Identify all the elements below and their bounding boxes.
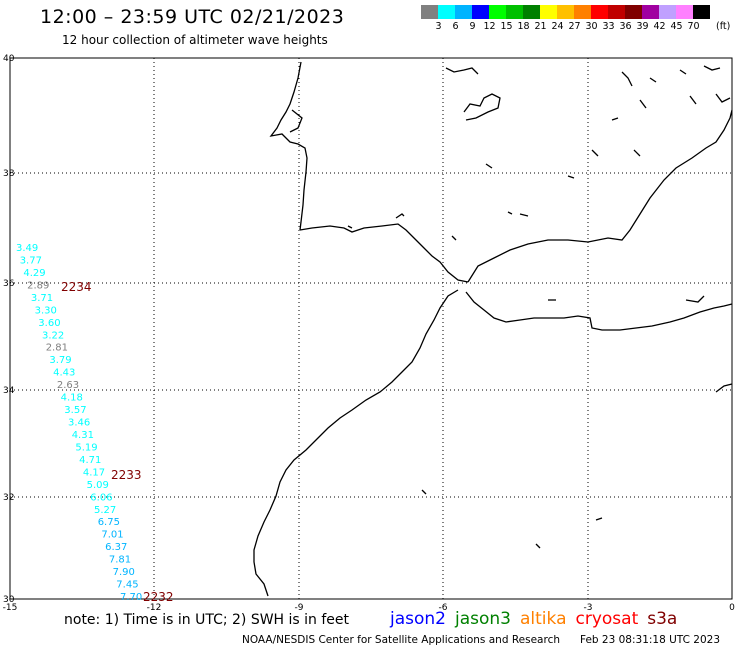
satellite-label-jason2: jason2 bbox=[390, 609, 446, 629]
wave-height-value: 7.90 bbox=[113, 567, 135, 578]
color-swatch bbox=[506, 5, 523, 19]
color-swatch bbox=[557, 5, 574, 19]
wave-height-value: 4.29 bbox=[23, 268, 45, 279]
wave-height-value: 3.22 bbox=[42, 330, 64, 341]
color-scale-labels: 3 6 9 12 15 18 21 24 27 30 33 36 39 42 45 70 bbox=[421, 21, 699, 33]
satellite-label-altika: altika bbox=[520, 609, 567, 629]
lat-label: 32 bbox=[3, 493, 14, 503]
wave-height-value: 7.45 bbox=[116, 580, 138, 591]
color-swatch bbox=[659, 5, 676, 19]
color-scale-label: 12 bbox=[483, 21, 496, 32]
color-scale-unit: (ft) bbox=[716, 21, 731, 32]
wave-height-value: 3.49 bbox=[16, 243, 38, 254]
lat-label: 36 bbox=[3, 279, 15, 289]
color-scale-label: 9 bbox=[469, 21, 476, 32]
map-frame bbox=[9, 57, 733, 600]
color-swatch bbox=[472, 5, 489, 19]
color-swatch bbox=[523, 5, 540, 19]
pass-time-label: 2233 bbox=[111, 468, 142, 482]
wave-height-value: 4.31 bbox=[72, 430, 94, 441]
altimeter-track: 3.49 3.774.292.89 3.713.30 3.603.22 2.813.79… bbox=[16, 243, 142, 603]
wave-height-value: 5.19 bbox=[75, 442, 97, 453]
wave-height-value: 5.09 bbox=[87, 480, 109, 491]
map-title: 12:00 – 23:59 UTC 02/21/2023 bbox=[40, 6, 345, 28]
credit-line: NOAA/NESDIS Center for Satellite Applica… bbox=[242, 634, 560, 646]
coastline bbox=[253, 61, 733, 597]
satellite-label-cryosat: cryosat bbox=[575, 609, 639, 629]
wave-height-value: 4.71 bbox=[79, 455, 101, 466]
lon-label: -3 bbox=[584, 603, 593, 613]
color-scale-label: 39 bbox=[636, 21, 649, 32]
lon-label: -9 bbox=[295, 603, 304, 613]
wave-height-value: 7.01 bbox=[101, 530, 123, 541]
color-swatch bbox=[421, 5, 438, 19]
map-subtitle: 12 hour collection of altimeter wave hei… bbox=[62, 33, 328, 47]
satellite-legend: jason2 jason3 altika cryosat s3a bbox=[390, 609, 686, 629]
wave-height-value: 2.89 bbox=[27, 280, 49, 291]
graticule bbox=[10, 58, 732, 599]
color-swatch bbox=[676, 5, 693, 19]
wave-height-value: 2.63 bbox=[57, 380, 79, 391]
lat-label: 34 bbox=[3, 386, 15, 396]
lat-label: 30 bbox=[3, 595, 15, 605]
color-swatch bbox=[574, 5, 591, 19]
wave-height-value: 5.27 bbox=[94, 505, 116, 516]
color-swatch bbox=[591, 5, 608, 19]
wave-height-value: 3.30 bbox=[35, 305, 57, 316]
wave-height-value: 7.70 bbox=[120, 592, 142, 603]
wave-height-value: 4.43 bbox=[53, 368, 75, 379]
wave-height-value: 2.81 bbox=[46, 343, 68, 354]
lat-label: 38 bbox=[3, 169, 15, 179]
color-scale-bar bbox=[421, 5, 710, 19]
color-scale-label: 33 bbox=[602, 21, 615, 32]
wave-height-value: 3.71 bbox=[31, 293, 53, 304]
wave-height-value: 4.18 bbox=[61, 393, 83, 404]
wave-height-value: 6.06 bbox=[90, 492, 112, 503]
color-scale-label: 45 bbox=[670, 21, 683, 32]
color-scale-label: 18 bbox=[517, 21, 530, 32]
lon-label: 0 bbox=[729, 603, 735, 613]
color-scale-label: 70 bbox=[687, 21, 700, 32]
color-swatch bbox=[608, 5, 625, 19]
color-scale-label: 3 bbox=[435, 21, 442, 32]
pass-time-label: 2232 bbox=[143, 590, 174, 604]
color-scale-label: 30 bbox=[585, 21, 598, 32]
lat-label: 40 bbox=[3, 54, 15, 64]
wave-height-value: 3.77 bbox=[20, 256, 42, 267]
wave-height-value: 6.75 bbox=[98, 517, 120, 528]
generated-timestamp: Feb 23 08:31:18 UTC 2023 bbox=[580, 634, 720, 646]
wave-height-value: 3.46 bbox=[68, 418, 90, 429]
color-swatch bbox=[438, 5, 455, 19]
wave-height-value: 6.37 bbox=[105, 542, 127, 553]
color-scale-label: 36 bbox=[619, 21, 632, 32]
lon-label: -12 bbox=[147, 603, 162, 613]
color-swatch bbox=[540, 5, 557, 19]
wave-height-value: 4.17 bbox=[83, 467, 105, 478]
color-scale-label: 15 bbox=[500, 21, 513, 32]
color-swatch bbox=[693, 5, 710, 19]
wave-height-value: 7.81 bbox=[109, 555, 131, 566]
color-swatch bbox=[642, 5, 659, 19]
color-scale-label: 24 bbox=[551, 21, 564, 32]
lon-label: -6 bbox=[439, 603, 448, 613]
color-swatch bbox=[489, 5, 506, 19]
longitude-labels: -15 -12 -9 -6 -3 0 bbox=[3, 603, 735, 613]
color-scale-label: 21 bbox=[534, 21, 547, 32]
pass-time-label: 2234 bbox=[61, 280, 92, 294]
color-swatch bbox=[455, 5, 472, 19]
footer-note: note: 1) Time is in UTC; 2) SWH is in fe… bbox=[64, 612, 350, 628]
color-swatch bbox=[625, 5, 642, 19]
wave-height-value: 3.60 bbox=[38, 318, 60, 329]
satellite-label-s3a: s3a bbox=[647, 609, 678, 629]
satellite-label-jason3: jason3 bbox=[455, 609, 511, 629]
color-scale-label: 27 bbox=[568, 21, 581, 32]
latitude-labels: 40 38 36 34 32 30 bbox=[3, 54, 15, 605]
wave-height-value: 3.57 bbox=[64, 405, 86, 416]
color-scale-label: 42 bbox=[653, 21, 666, 32]
wave-height-value: 3.79 bbox=[49, 355, 71, 366]
lon-label: -15 bbox=[3, 603, 18, 613]
color-scale-label: 6 bbox=[452, 21, 459, 32]
